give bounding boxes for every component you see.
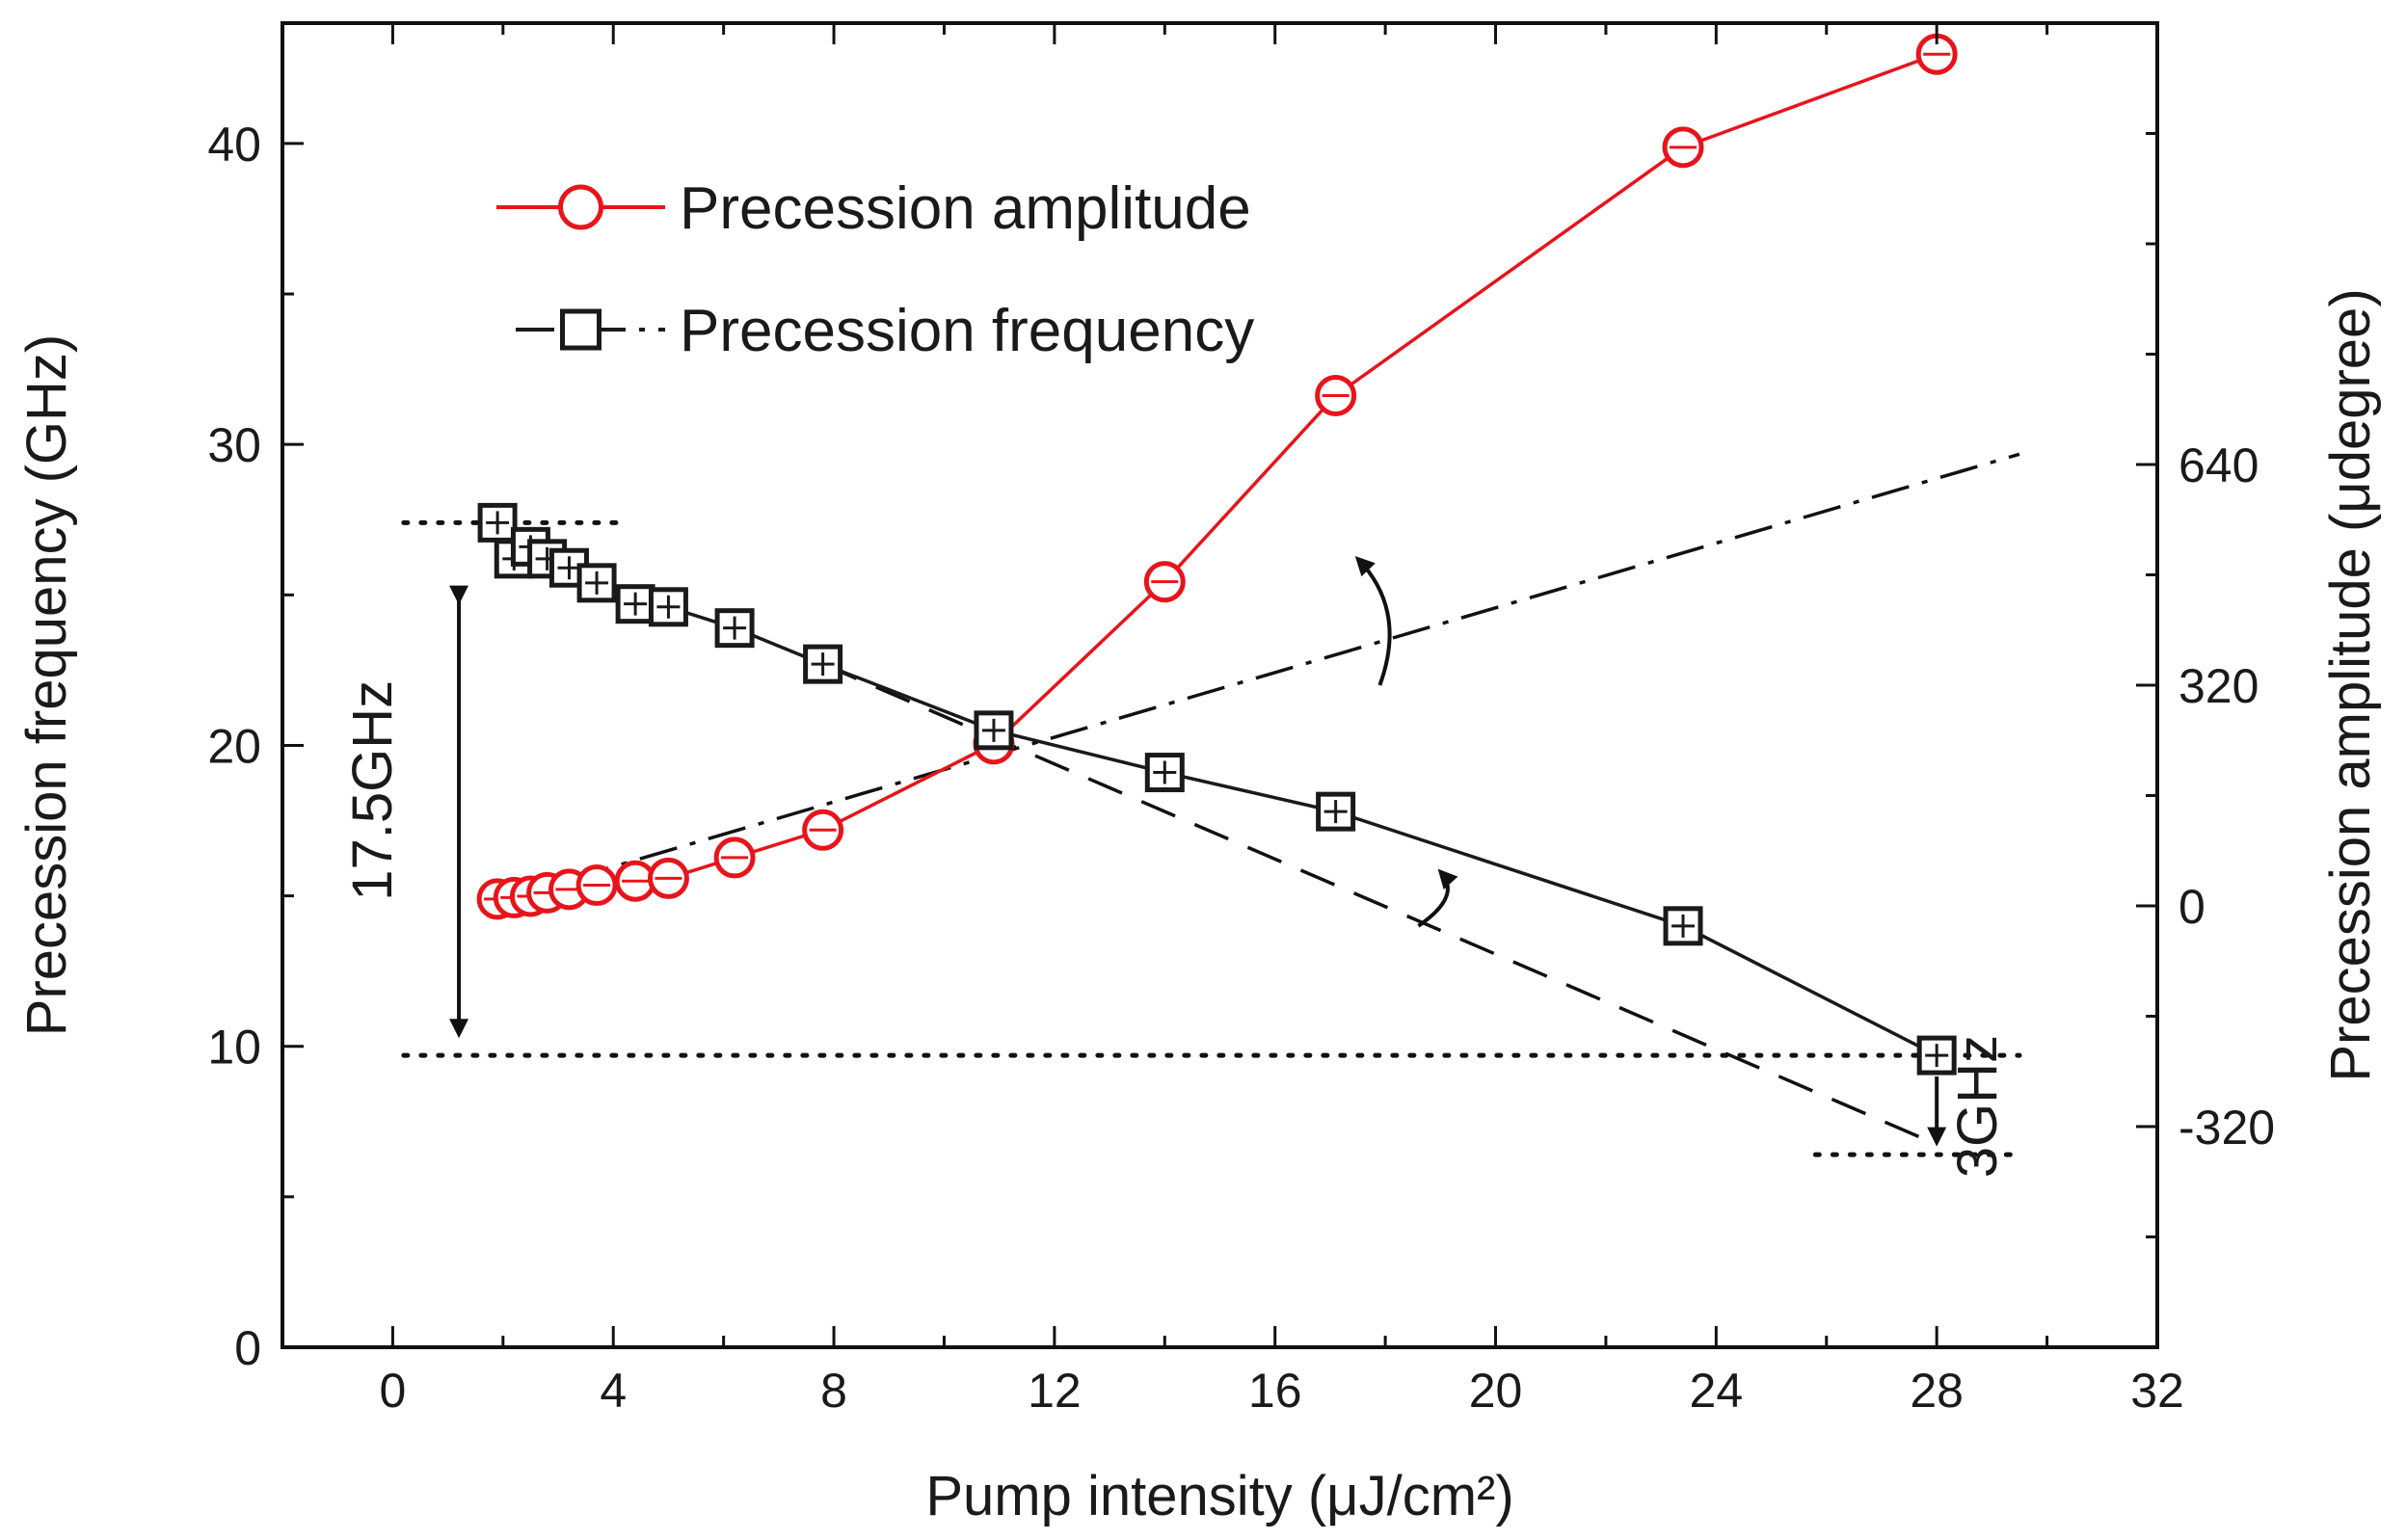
annotation-label: 3GHz [1946, 1035, 2009, 1178]
annotations: 17.5GHz 3GHz [341, 680, 2009, 1178]
frequency-error-bar [981, 718, 1005, 742]
y-left-tick-label: 20 [207, 719, 261, 773]
frequency-error-bar [1153, 760, 1177, 784]
frequency-error-bar [624, 592, 648, 616]
annotation-label: 17.5GHz [341, 680, 404, 901]
curved-arrow-frequency [1417, 868, 1458, 928]
x-tick-label: 24 [1690, 1364, 1744, 1418]
y-right-tick-label: 320 [2179, 659, 2259, 713]
x-tick-label: 0 [380, 1364, 407, 1418]
frequency-error-bar [1925, 1044, 1949, 1068]
y-left-tick-label: 10 [207, 1021, 261, 1075]
x-tick-label: 20 [1469, 1364, 1523, 1418]
legend-marker-frequency [560, 308, 602, 351]
frequency-error-bar [557, 556, 581, 580]
frequency-error-bar [656, 595, 681, 619]
x-tick-label: 8 [820, 1364, 847, 1418]
legend-label: Precession frequency [680, 298, 1254, 364]
x-tick-label: 4 [600, 1364, 627, 1418]
y-right-axis-title: Precession amplitude (μdegree) [2319, 288, 2382, 1081]
x-tick-label: 16 [1248, 1364, 1302, 1418]
y-left-tick-label: 0 [234, 1321, 261, 1375]
y-right-tick-label: 0 [2179, 880, 2206, 934]
legend-marker-amplitude [558, 184, 603, 230]
dash-dot-trend [502, 452, 2020, 901]
y-left-tick-label: 30 [207, 418, 261, 472]
legend: Precession amplitude Precession frequency [496, 175, 1254, 364]
x-tick-label: 28 [1910, 1364, 1964, 1418]
frequency-error-bar [1671, 914, 1696, 938]
axis-titles: Pump intensity (μJ/cm²) Precession freque… [15, 288, 2382, 1527]
x-axis-title: Pump intensity (μJ/cm²) [925, 1465, 1513, 1527]
y-right-tick-label: 640 [2179, 438, 2259, 492]
frequency-error-bar [811, 652, 835, 677]
legend-label: Precession amplitude [680, 175, 1251, 242]
plot-series [476, 33, 1958, 1075]
series-line-2 [495, 521, 1938, 1057]
y-left-tick-label: 40 [207, 118, 261, 172]
curved-arrow-amplitude [1354, 555, 1392, 686]
y-left-axis-title: Precession frequency (GHz) [15, 334, 78, 1036]
frequency-error-bar [585, 571, 609, 595]
frequency-error-bar [723, 616, 747, 640]
x-tick-label: 32 [2130, 1364, 2184, 1418]
x-tick-label: 12 [1028, 1364, 1082, 1418]
y-right-tick-label: -320 [2179, 1101, 2275, 1155]
frequency-error-bar [486, 511, 510, 535]
guide-lines [401, 452, 2022, 1157]
annotation-arrows [449, 555, 1947, 1147]
frequency-error-bar [1323, 800, 1348, 824]
